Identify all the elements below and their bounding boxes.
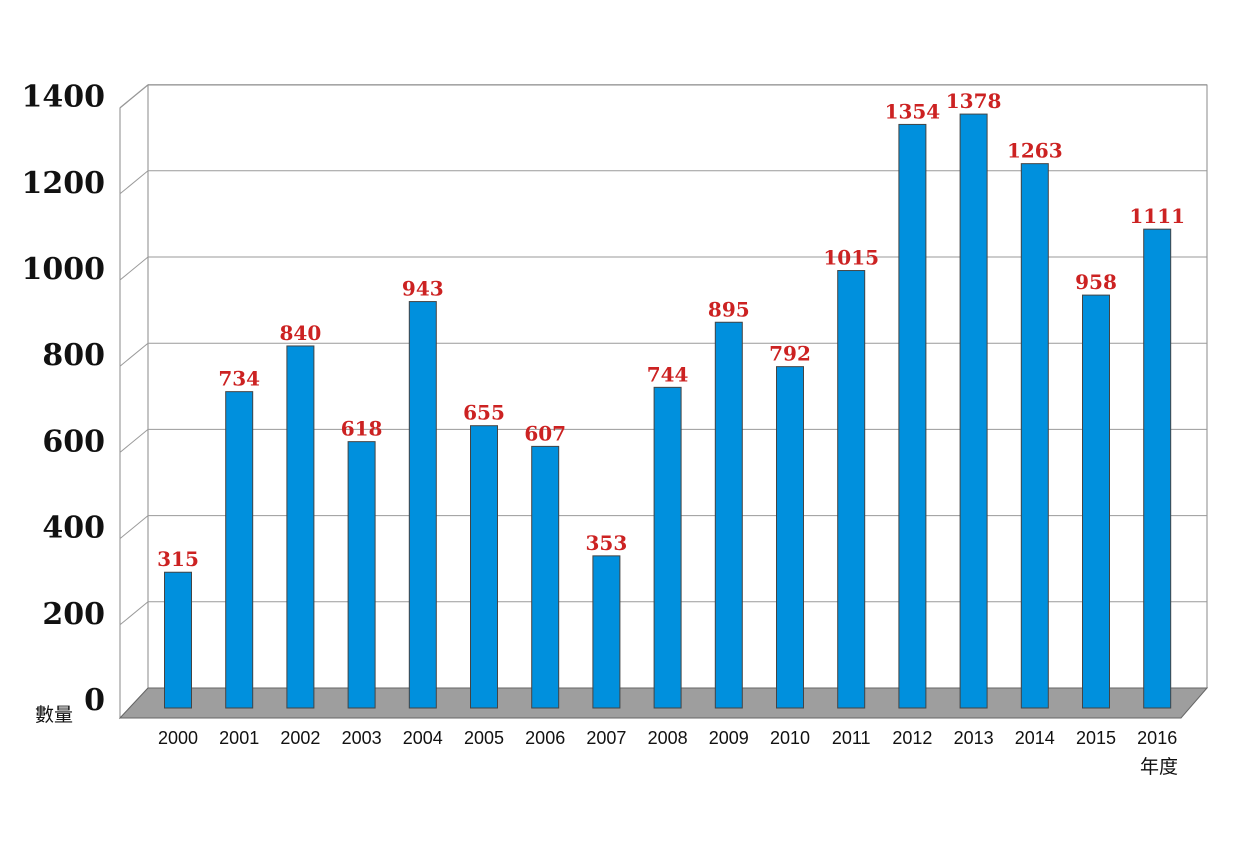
y-axis-label: 數量: [35, 704, 73, 726]
y-axis-ticks: 0 200 400 600 800 1000 1200 1400: [22, 80, 106, 718]
y-tick-label: 0: [84, 683, 105, 718]
gridline-side: [119, 515, 149, 539]
data-label-2005: 655: [463, 401, 505, 425]
y-tick-label: 600: [42, 424, 105, 459]
x-tick-2007: 2007: [586, 728, 626, 748]
x-tick-2011: 2011: [832, 728, 871, 748]
chart-side-wall: [119, 83, 149, 720]
x-tick-2000: 2000: [158, 728, 198, 748]
bar-2011: [837, 270, 866, 709]
x-tick-2002: 2002: [280, 728, 320, 748]
data-label-2004: 943: [402, 277, 444, 301]
data-label-2016: 1111: [1129, 204, 1185, 228]
bar-2015: [1082, 294, 1110, 709]
x-tick-2006: 2006: [525, 728, 565, 748]
data-label-2015: 958: [1075, 270, 1117, 294]
x-tick-2001: 2001: [219, 728, 259, 748]
x-tick-2013: 2013: [954, 728, 994, 748]
y-tick-label: 1200: [22, 166, 106, 201]
data-label-2007: 353: [586, 531, 628, 555]
data-label-2001: 734: [218, 367, 260, 391]
x-tick-2008: 2008: [648, 728, 688, 748]
data-label-2009: 895: [708, 297, 750, 321]
x-tick-2004: 2004: [403, 728, 443, 748]
bar-2014: [1020, 163, 1049, 709]
x-tick-2016: 2016: [1137, 728, 1177, 748]
bar-2000: [164, 571, 192, 709]
gridline-side: [119, 84, 149, 108]
data-label-2002: 840: [280, 321, 322, 345]
bar-2008: [653, 386, 682, 709]
bar-2003: [347, 441, 376, 709]
bar-2002: [286, 345, 315, 709]
data-label-2013: 1378: [946, 89, 1002, 113]
bar-2012: [898, 123, 927, 709]
bar-2001: [225, 391, 254, 709]
gridline-side: [119, 170, 149, 195]
data-label-2008: 744: [647, 362, 689, 386]
bar-2009: [714, 321, 743, 709]
x-tick-2010: 2010: [770, 728, 810, 748]
data-label-2000: 315: [157, 547, 199, 571]
y-tick-label: 400: [42, 511, 105, 546]
y-tick-label: 800: [42, 338, 105, 373]
gridline-side: [119, 342, 149, 367]
x-tick-2003: 2003: [342, 728, 382, 748]
bar-2010: [776, 366, 804, 709]
y-tick-label: 1400: [22, 80, 106, 115]
data-label-2011: 1015: [823, 246, 879, 270]
data-label-2010: 792: [769, 342, 811, 366]
x-tick-2014: 2014: [1015, 728, 1055, 748]
data-label-2006: 607: [524, 421, 566, 445]
bars: [164, 113, 1172, 709]
bar-2006: [531, 445, 560, 709]
data-label-2003: 618: [341, 417, 383, 441]
bar-2004: [408, 301, 437, 709]
bar-2007: [592, 555, 621, 709]
y-tick-label: 200: [42, 597, 105, 632]
data-label-2012: 1354: [885, 99, 941, 123]
gridline-side: [119, 256, 149, 281]
y-tick-label: 1000: [22, 252, 106, 287]
bar-2013: [959, 113, 988, 709]
data-label-2014: 1263: [1007, 139, 1063, 163]
x-tick-2009: 2009: [709, 728, 749, 748]
x-tick-2015: 2015: [1076, 728, 1116, 748]
x-axis-label: 年度: [1140, 756, 1178, 778]
x-tick-2012: 2012: [892, 728, 932, 748]
gridline-side: [119, 601, 149, 626]
bar-2016: [1143, 228, 1172, 709]
x-tick-2005: 2005: [464, 728, 504, 748]
x-axis-ticks: 2000 2001 2002 2003 2004 2005 2006 2007 2008 2009…: [158, 728, 1177, 748]
bar-2005: [470, 425, 498, 709]
data-labels: 315 734 840 618 943 655 607 353 744 895 792 1015 135…: [157, 89, 1185, 571]
gridline-side: [119, 429, 149, 453]
